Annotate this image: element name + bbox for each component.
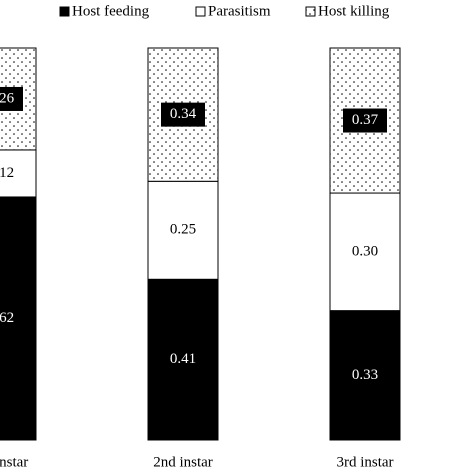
legend-label: Host killing xyxy=(318,3,390,19)
value-label: 0.41 xyxy=(170,351,196,367)
x-tick-label: 3rd instar xyxy=(336,454,393,470)
legend-swatch xyxy=(195,6,206,17)
value-label: 0.33 xyxy=(352,367,378,383)
label-box xyxy=(0,86,23,111)
value-label: 0.25 xyxy=(170,222,196,238)
legend-swatch xyxy=(305,6,316,17)
label-box xyxy=(161,102,205,127)
value-label: 0.62 xyxy=(0,310,14,326)
value-label: 0.34 xyxy=(170,106,197,122)
value-label: 0.30 xyxy=(352,243,378,259)
x-tick-label: 1st instar xyxy=(0,454,28,470)
value-label: 0.26 xyxy=(0,90,15,106)
value-label: 0.12 xyxy=(0,165,14,181)
x-tick-label: 2nd instar xyxy=(153,454,213,470)
label-box xyxy=(343,108,387,133)
legend-swatch xyxy=(59,6,70,17)
legend-label: Host feeding xyxy=(72,3,150,19)
bar-segment xyxy=(0,196,37,441)
value-label: 0.37 xyxy=(352,112,379,128)
legend-label: Parasitism xyxy=(208,3,271,19)
bar-segment xyxy=(0,149,37,198)
